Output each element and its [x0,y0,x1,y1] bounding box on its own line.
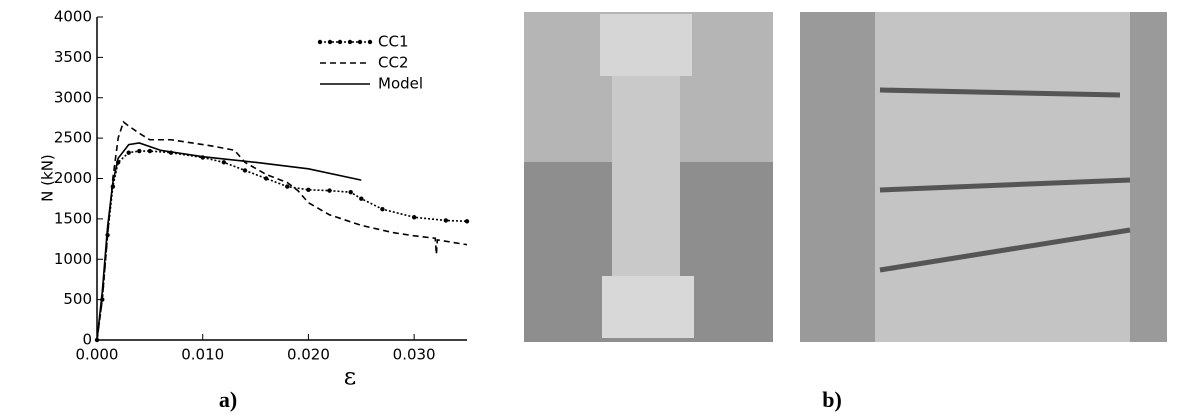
y-tick-label: 2500 [54,129,92,147]
series-line [96,150,468,341]
series-marker [380,206,385,212]
axes [96,17,467,341]
series-marker [263,176,269,181]
legend-marker [337,39,343,45]
y-tick-label: 4000 [54,8,92,26]
series-line [96,142,362,341]
series-marker [464,219,470,224]
y-axis-label: N (kN) [39,154,57,202]
legend-marker [357,39,363,45]
series-marker [359,196,364,201]
y-tick-label: 500 [63,290,92,308]
series-marker [137,148,142,154]
legend-marker [367,39,373,45]
y-tick-label: 3000 [54,88,92,106]
photo-detail [800,12,1167,342]
panel-label: b) [822,387,842,412]
legend-marker [317,39,323,45]
legend-marker [327,39,333,45]
panel-label: a) [219,387,237,412]
legend-label: CC2 [378,54,409,72]
series-marker [443,218,449,223]
legend-label: Model [378,75,423,93]
x-tick-label: 0.020 [287,346,330,364]
x-axis-label: ε [344,363,356,391]
series-marker [411,215,417,220]
x-tick-label: 0.000 [76,346,119,364]
y-tick-label: 3500 [54,48,92,66]
y-tick-label: 0 [82,331,92,349]
legend-marker [347,39,353,45]
x-tick-label: 0.010 [181,346,224,364]
series-marker [147,148,153,154]
series-marker [327,188,332,193]
photo-specimen [524,12,773,342]
series-marker [306,187,311,193]
y-tick-label: 1000 [54,250,92,268]
series-line [96,120,468,341]
series-marker [285,184,290,189]
x-tick-label: 0.030 [393,346,436,364]
series-marker [242,168,248,173]
series-marker [348,190,353,195]
series-marker [221,160,227,165]
series-marker [126,150,131,155]
legend-label: CC1 [378,33,409,51]
y-tick-label: 2000 [54,169,92,187]
y-tick-label: 1500 [54,209,92,227]
